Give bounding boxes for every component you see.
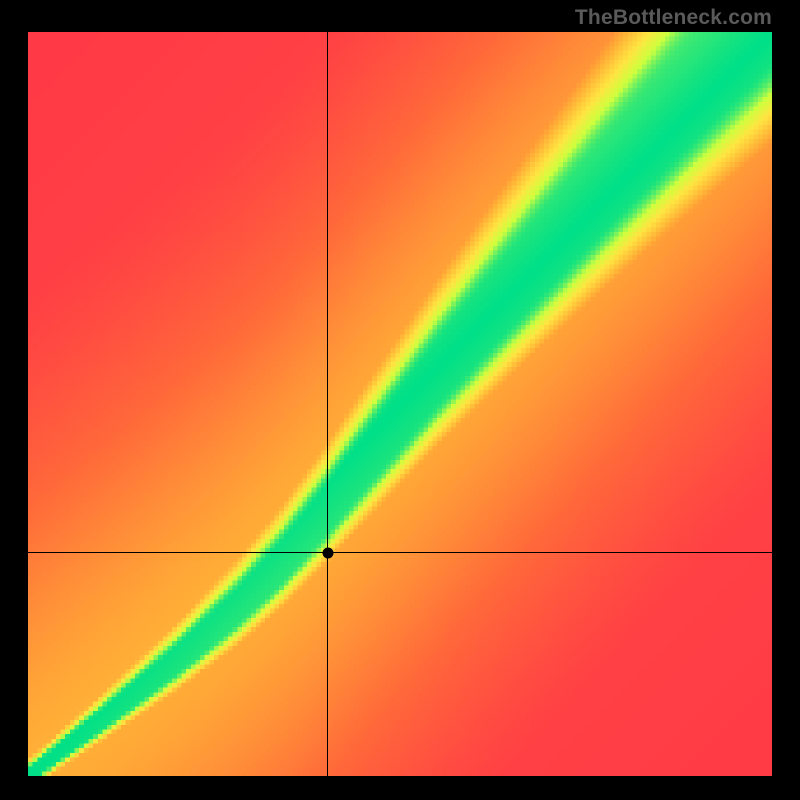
selected-point-marker [322,547,333,558]
chart-container: { "watermark": { "text": "TheBottleneck.… [0,0,800,800]
crosshair-horizontal [28,552,772,553]
watermark-text: TheBottleneck.com [575,6,772,30]
bottleneck-heatmap [28,32,772,776]
crosshair-vertical [327,32,328,776]
